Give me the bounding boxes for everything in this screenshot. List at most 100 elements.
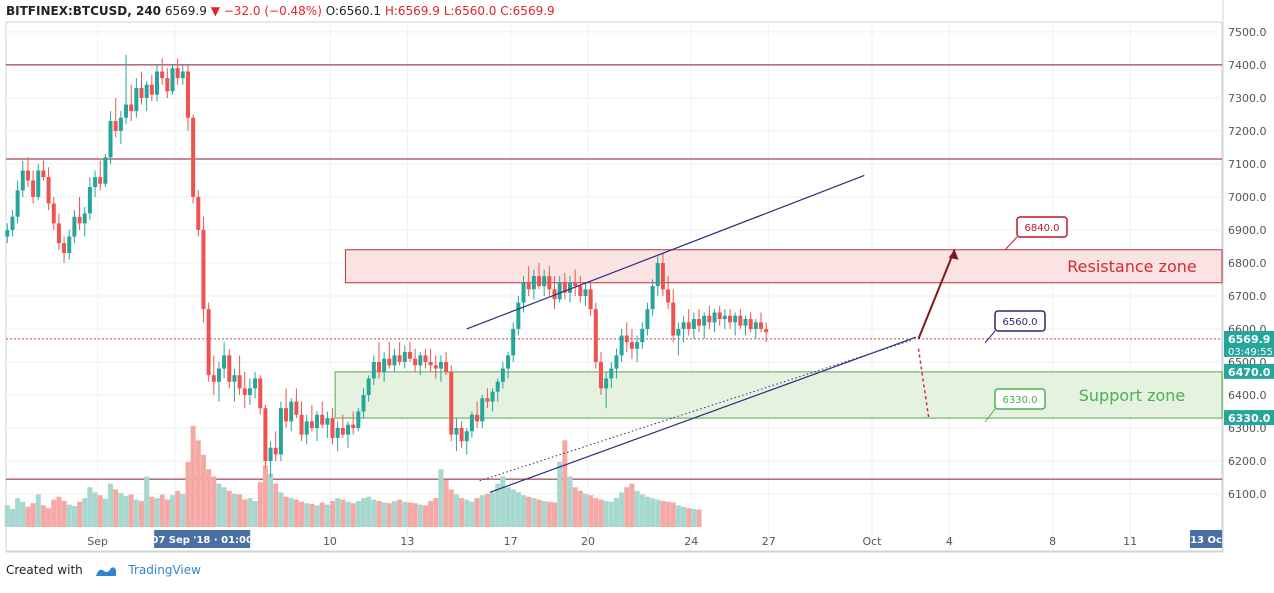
candle-body [263,408,268,461]
candle-body [232,375,237,382]
volume-bar [360,498,366,527]
y-tick-label: 6700.0 [1228,290,1267,303]
ohlc-open: O:6560.1 [325,4,381,18]
volume-bar [407,502,413,527]
volume-bar [87,487,93,527]
volume-bar [118,493,124,527]
candle-body [351,424,356,428]
symbol-label[interactable]: BITFINEX:BTCUSD, 240 [6,4,162,18]
volume-bar [459,498,465,527]
candle-body [392,355,397,366]
volume-bar [608,501,614,527]
volume-bar [397,499,403,527]
volume-bar [355,501,361,527]
volume-bar [283,496,289,527]
candle-body [170,68,175,92]
volume-bar [273,483,279,527]
candle-body [31,180,36,197]
x-tick-label: 8 [1049,535,1056,548]
candle-body [273,447,278,455]
price-change: −32.0 (−0.48%) [223,4,322,18]
candle-body [72,216,77,237]
candle-body [655,262,660,287]
x-tick-label: 24 [684,535,698,548]
volume-bar [216,483,222,527]
candle-body [640,328,645,343]
y-tick-label: 7000.0 [1228,191,1267,204]
volume-bar [15,498,21,527]
volume-bar [696,509,702,527]
candle-body [449,371,454,435]
candle-body [567,282,572,293]
candle-body [124,104,129,118]
volume-bar [97,495,103,527]
x-tick-label: 13 [400,535,414,548]
candle-body [20,170,25,191]
candle-body [335,427,340,438]
candle-body [433,365,438,369]
candle-body [738,315,743,326]
price-label-bg [1224,363,1274,379]
candle-body [201,229,206,310]
candle-body [51,203,56,224]
volume-bar [200,454,206,527]
price-label-bg [1224,330,1274,357]
callout-leader [984,330,996,344]
candle-body [598,361,603,389]
volume-bar [624,487,630,527]
volume-bar [469,501,475,527]
candle-body [547,276,552,290]
volume-bar [128,494,134,527]
tradingview-link[interactable]: TradingView [128,563,201,577]
volume-bar [371,499,377,527]
candle-body [423,355,428,362]
candle-body [196,196,201,230]
volume-bar [619,492,625,527]
candle-body [444,361,449,372]
callout-box[interactable] [1016,216,1068,238]
candle-body [242,388,247,395]
candle-body [397,355,402,362]
volume-bar [639,494,645,527]
callout-box[interactable] [994,388,1046,410]
candle-body [681,322,686,329]
candle-body [5,229,10,237]
volume-bar [304,503,310,527]
volume-bar [242,499,248,527]
callout-leader [1004,236,1018,251]
candle-body [216,368,221,382]
candle-body [67,236,72,254]
last-price: 6569.9 [164,4,207,18]
candle-body [728,315,733,323]
candle-body [356,411,361,428]
candle-body [624,335,629,343]
volume-bar [634,490,640,527]
candle-body [315,414,320,428]
volume-bar [428,501,434,527]
price-label: 6569.9 [1228,333,1270,346]
countdown-label: 03:49:55 [1228,347,1273,358]
volume-bar [278,492,284,527]
candle-body [676,328,681,336]
volume-bar [20,501,26,527]
candle-body [573,282,578,287]
volume-bar [345,501,351,527]
candle-body [500,368,505,382]
volume-bar [484,493,490,527]
volume-bar [30,503,36,527]
volume-bar [169,495,175,527]
candle-body [562,282,567,293]
candle-body [418,355,423,366]
candle-body [758,322,763,329]
callout-box[interactable] [994,310,1046,332]
candle-body [459,427,464,442]
candle-body [552,289,557,300]
zone-label-resistance: Resistance zone [1067,257,1196,276]
candle-body [469,414,474,432]
volume-bar [340,499,346,527]
candle-body [191,117,196,197]
candle-body [645,309,650,329]
candle-body [206,309,211,376]
